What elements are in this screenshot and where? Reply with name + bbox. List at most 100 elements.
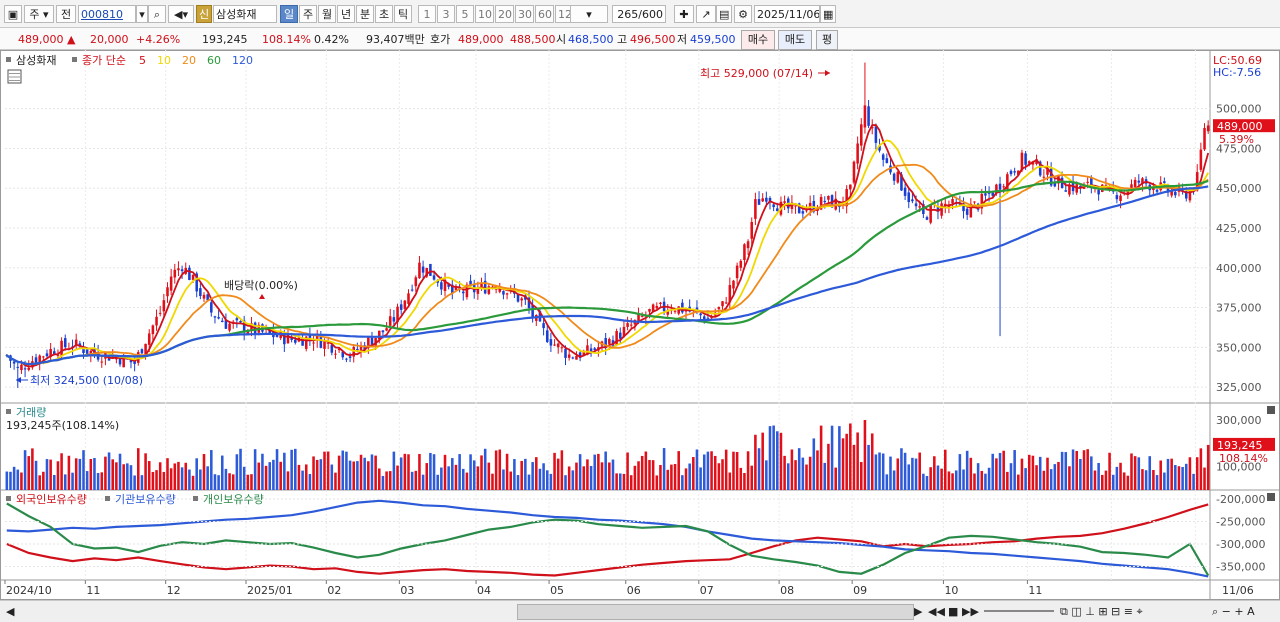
scroll-thumb[interactable] xyxy=(517,604,914,620)
tab-period-4[interactable]: 분 xyxy=(356,5,374,23)
candle-body xyxy=(593,348,596,350)
candle xyxy=(308,327,312,346)
save-icon[interactable]: ▤ xyxy=(716,5,732,23)
volume-bar xyxy=(794,460,797,490)
candle-body xyxy=(721,301,724,307)
volume-bar xyxy=(929,467,932,490)
chevron-down-icon[interactable]: ▾ xyxy=(136,5,148,23)
high-price: 496,500 xyxy=(630,33,676,46)
draw-tool-icon[interactable]: ↗ xyxy=(696,5,716,23)
legend-ma-120: 120 xyxy=(232,54,253,67)
tab-minute-3[interactable]: 3 xyxy=(437,5,455,23)
open-price: 468,500 xyxy=(568,33,614,46)
candle-body xyxy=(929,205,932,223)
candle xyxy=(337,348,341,353)
price-y-axis: 500,000 475,000 450,000 425,000 400,000 375,0… xyxy=(1216,103,1262,394)
stop-icon[interactable]: ■ xyxy=(948,605,959,618)
tab-minute-60[interactable]: 60 xyxy=(535,5,554,23)
zoom-slider[interactable] xyxy=(984,610,1054,612)
candle xyxy=(852,160,856,185)
volume-bar xyxy=(962,469,965,490)
tab-period-6[interactable]: 틱 xyxy=(394,5,412,23)
eval-button[interactable]: 평 xyxy=(816,30,838,50)
candle-body xyxy=(860,124,863,146)
legend-ma-prefix: 종가 단순 xyxy=(82,54,126,67)
gear-icon[interactable]: ⚙ xyxy=(734,5,752,23)
tab-minute-30[interactable]: 30 xyxy=(515,5,534,23)
tab-period-3[interactable]: 년 xyxy=(337,5,355,23)
rewind-icon[interactable]: ◀◀ xyxy=(928,605,945,618)
candle-body xyxy=(746,241,750,249)
candle xyxy=(418,255,421,279)
candle xyxy=(743,243,746,267)
tab-minute-10[interactable]: 10 xyxy=(475,5,494,23)
volume-bar xyxy=(779,432,783,490)
candle-body xyxy=(199,288,202,297)
volume-bar xyxy=(1137,457,1141,490)
crosshair-icon[interactable]: ✚ xyxy=(674,5,694,23)
volume-bar xyxy=(633,465,637,490)
zoom-icon[interactable]: ⌕ − + A xyxy=(1212,605,1255,618)
legend-bullet xyxy=(72,57,77,62)
sell-button[interactable]: 매도 xyxy=(778,30,812,50)
tab-period-5[interactable]: 초 xyxy=(375,5,393,23)
candle-body xyxy=(158,312,162,314)
candle-body xyxy=(615,330,618,346)
count-input[interactable]: 265/600 xyxy=(612,5,666,23)
x-tick-label: 04 xyxy=(477,584,491,597)
volume-bar xyxy=(1064,452,1068,490)
date-input[interactable]: 2025/11/06 xyxy=(754,5,820,23)
volume-bar xyxy=(381,475,385,490)
horizontal-scrollbar[interactable]: ◀ ▶ ◀◀ ■ ▶▶ ⧉ ◫ ⊥ ⊞ ⊟ ≡ ⌖ ⌕ − + A xyxy=(2,602,1277,620)
volume-bar xyxy=(717,463,721,490)
tab-minute-20[interactable]: 20 xyxy=(495,5,514,23)
volume-bar xyxy=(571,470,575,490)
candle xyxy=(1068,180,1071,197)
forward-icon[interactable]: ▶▶ xyxy=(962,605,979,618)
holding-y-tick: -250,000 xyxy=(1216,516,1265,529)
type-select[interactable]: 주 ▾ xyxy=(24,5,54,23)
layout-icon[interactable]: ▣ xyxy=(4,5,22,23)
prev-button[interactable]: 전 xyxy=(56,5,76,23)
scroll-right-icon[interactable]: ▶ xyxy=(914,605,923,618)
candle-body xyxy=(385,328,388,331)
candle-body xyxy=(217,317,220,319)
tab-minute-1[interactable]: 1 xyxy=(418,5,436,23)
tab-period-0[interactable]: 일 xyxy=(280,5,298,23)
buy-button[interactable]: 매수 xyxy=(741,30,775,50)
chart-frame xyxy=(0,50,1280,600)
candle xyxy=(556,342,560,354)
ma-line-120 xyxy=(6,185,1209,366)
candle-body xyxy=(776,208,779,212)
candle xyxy=(392,309,396,328)
tab-minute-5[interactable]: 5 xyxy=(456,5,474,23)
candle xyxy=(129,359,133,369)
chevron-down-icon[interactable]: ▾ xyxy=(570,5,608,23)
stock-code-input[interactable]: 000810 xyxy=(78,5,136,23)
search-icon[interactable]: ⌕ xyxy=(148,5,166,23)
ma-line-10 xyxy=(6,139,1209,366)
volume-bar xyxy=(1184,463,1188,490)
volume-bar xyxy=(567,466,571,490)
candle xyxy=(929,204,932,225)
candle xyxy=(619,327,622,345)
tab-period-1[interactable]: 주 xyxy=(299,5,317,23)
candle-body xyxy=(177,268,180,271)
volume-bar xyxy=(16,469,20,490)
x-tick-label: 12 xyxy=(167,584,181,597)
x-axis: 2024/10 11 12 2025/01 02 03 04 05 06 07 08 09 10 11 xyxy=(4,580,1042,597)
stock-name-field[interactable]: 삼성화재 xyxy=(213,5,277,23)
candle-body xyxy=(801,211,805,214)
candle-body xyxy=(998,183,1002,190)
volume-bar xyxy=(881,453,885,490)
tab-period-2[interactable]: 월 xyxy=(318,5,336,23)
volume-bar xyxy=(965,450,969,490)
calendar-icon[interactable]: ▦ xyxy=(820,5,836,23)
speaker-icon[interactable]: ◀▾ xyxy=(168,5,194,23)
tool-icons[interactable]: ⧉ ◫ ⊥ ⊞ ⊟ ≡ ⌖ xyxy=(1060,605,1143,618)
volume-bar xyxy=(1195,457,1199,490)
volume-bar xyxy=(830,425,834,490)
volume-bar xyxy=(1170,458,1173,490)
candle-body xyxy=(892,173,896,181)
scroll-left-icon[interactable]: ◀ xyxy=(6,605,15,618)
